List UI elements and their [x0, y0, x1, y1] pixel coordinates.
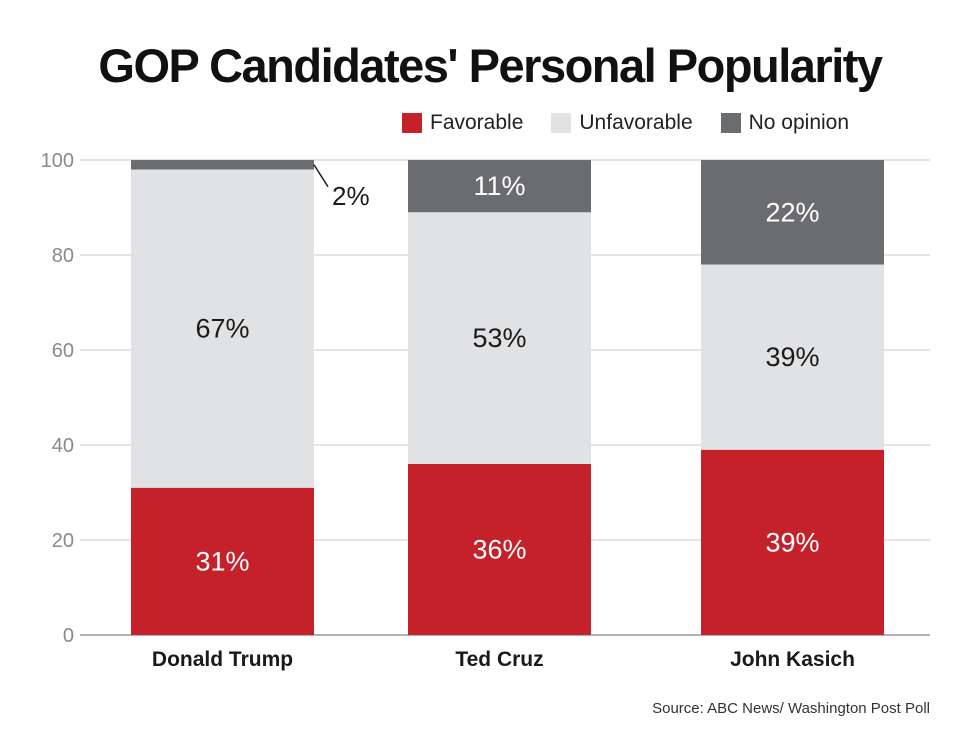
y-tick-label-60: 60 — [52, 340, 74, 362]
legend-swatch-favorable — [402, 113, 422, 133]
y-tick-label-0: 0 — [63, 625, 74, 647]
data-label-john-kasich-no-opinion: 22% — [765, 197, 819, 227]
y-tick-label-80: 80 — [52, 245, 74, 267]
bar-john-kasich-no-opinion — [701, 160, 884, 265]
legend-label-unfavorable: Unfavorable — [579, 111, 693, 134]
data-label-donald-trump-favorable: 31% — [195, 546, 249, 576]
bar-donald-trump-no-opinion — [131, 160, 314, 170]
y-tick-label-100: 100 — [41, 150, 74, 172]
legend-item-favorable: Favorable — [402, 111, 523, 135]
legend: Favorable Unfavorable No opinion — [402, 111, 849, 135]
y-tick-label-20: 20 — [52, 530, 74, 552]
source-note: Source: ABC News/ Washington Post Poll — [652, 700, 930, 717]
data-label-ted-cruz-no-opinion: 11% — [473, 171, 525, 201]
bar-donald-trump-unfavorable — [131, 169, 314, 488]
data-label-ted-cruz-favorable: 36% — [472, 535, 526, 565]
bar-donald-trump-favorable — [131, 487, 314, 635]
data-label-donald-trump-no-opinion: 2% — [332, 181, 370, 211]
callout-line-donald-trump — [313, 164, 329, 188]
data-label-john-kasich-unfavorable: 39% — [765, 342, 819, 372]
legend-swatch-no-opinion — [720, 113, 741, 133]
bar-ted-cruz-unfavorable — [408, 212, 591, 464]
data-label-ted-cruz-unfavorable: 53% — [472, 323, 526, 353]
data-label-donald-trump-unfavorable: 67% — [195, 314, 249, 344]
legend-label-favorable: Favorable — [430, 111, 524, 134]
bar-john-kasich-favorable — [701, 449, 884, 635]
bar-john-kasich-unfavorable — [701, 264, 884, 450]
legend-item-no-opinion: No opinion — [720, 111, 850, 135]
bar-ted-cruz-favorable — [408, 464, 591, 635]
category-label-john-kasich: John Kasich — [730, 648, 855, 671]
y-tick-label-40: 40 — [52, 435, 74, 457]
bar-ted-cruz-no-opinion — [408, 160, 591, 213]
legend-item-unfavorable: Unfavorable — [551, 111, 693, 135]
legend-swatch-unfavorable — [551, 113, 572, 133]
data-label-john-kasich-favorable: 39% — [765, 527, 819, 557]
chart-title: GOP Candidates' Personal Popularity — [98, 39, 883, 92]
category-label-donald-trump: Donald Trump — [152, 648, 293, 671]
legend-label-no-opinion: No opinion — [748, 111, 850, 134]
category-label-ted-cruz: Ted Cruz — [455, 648, 543, 671]
